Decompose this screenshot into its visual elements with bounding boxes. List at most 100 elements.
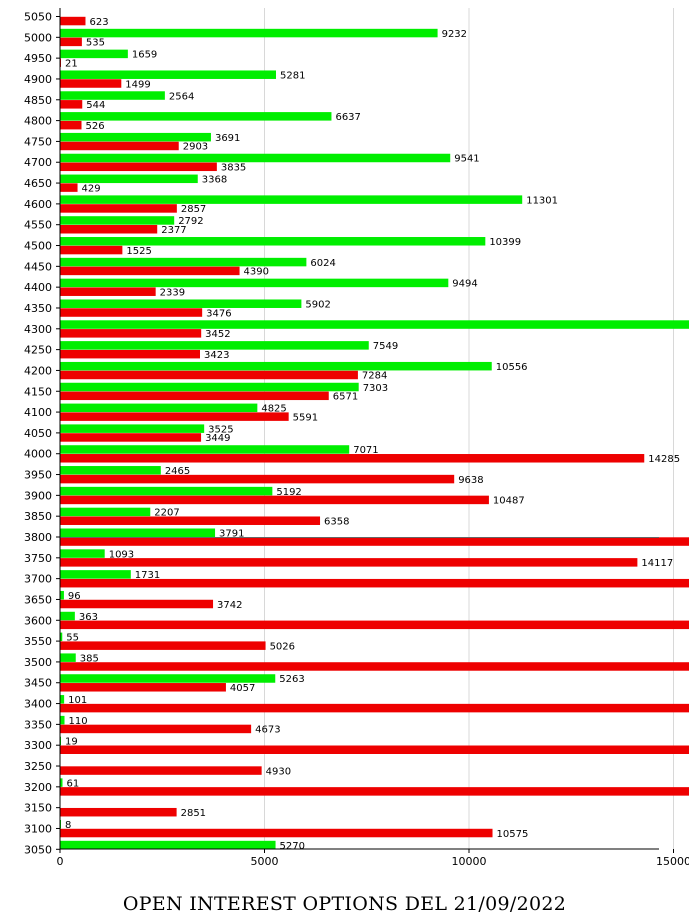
value-label-3400-s0: 101: [68, 695, 87, 706]
y-axis: 5050 5000 4950 4900 4850 4800 4750 4700 4650 4600…: [24, 8, 61, 856]
bar-3700-s1: [60, 578, 689, 588]
value-label-4300-s1: 3452: [205, 329, 230, 340]
bar-4100-s1: [60, 412, 289, 421]
x-tick-label-0: 0: [57, 855, 64, 868]
bar-4450-s1: [60, 266, 240, 276]
value-label-5000-s0: 9232: [442, 29, 467, 40]
bar-4200-s1: [60, 370, 358, 380]
bar-4300-s1: [60, 329, 202, 338]
y-tick-label-3050: 3050: [24, 843, 52, 856]
bar-5000-s0: [60, 28, 438, 38]
value-label-3750-s1: 14117: [641, 558, 673, 569]
bar-3750-s1: [60, 558, 638, 567]
value-label-3500-s0: 385: [80, 653, 99, 664]
bar-3400-s1: [60, 703, 689, 713]
value-label-4800-s0: 6637: [335, 112, 360, 123]
bar-3400-s0: [60, 695, 65, 704]
y-tick-label-3700: 3700: [24, 573, 52, 586]
y-tick-label-4550: 4550: [24, 219, 52, 232]
y-tick-label-4600: 4600: [24, 198, 52, 211]
value-label-4450-s0: 6024: [310, 258, 335, 269]
bar-3200-s1: [60, 787, 689, 796]
value-label-3550-s1: 5026: [270, 641, 295, 652]
value-label-3350-s0: 110: [68, 716, 87, 727]
bar-4250-s0: [60, 341, 369, 350]
bar-3250-s1: [60, 766, 262, 775]
bar-4900-s1: [60, 79, 122, 88]
value-label-4600-s1: 2857: [181, 204, 206, 215]
bar-3450-s0: [60, 674, 276, 683]
y-tick-label-4500: 4500: [24, 240, 52, 253]
value-label-3750-s0: 1093: [109, 549, 134, 560]
value-label-3300-s0: 19: [65, 737, 78, 748]
value-label-4250-s1: 3423: [204, 350, 229, 361]
x-tick-label-5000: 5000: [251, 855, 279, 868]
bar-3450-s1: [60, 683, 226, 692]
bar-4350-s0: [60, 299, 302, 308]
value-label-3800-s0: 3791: [219, 529, 244, 540]
value-label-4400-s1: 2339: [160, 287, 185, 298]
x-axis: 0500010000150002000025000: [57, 848, 689, 868]
value-label-4200-s0: 10556: [496, 362, 528, 373]
y-tick-label-3750: 3750: [24, 552, 52, 565]
y-tick-label-3600: 3600: [24, 614, 52, 627]
value-label-3850-s1: 6358: [324, 516, 349, 527]
bars: [60, 16, 689, 850]
bar-3900-s0: [60, 486, 273, 496]
bar-4150-s1: [60, 391, 329, 401]
value-label-4100-s0: 4825: [261, 404, 286, 415]
y-tick-label-4850: 4850: [24, 94, 52, 107]
x-tick-label-15000: 15000: [656, 855, 689, 868]
value-label-4600-s0: 11301: [526, 195, 558, 206]
y-tick-label-4250: 4250: [24, 344, 52, 357]
value-label-3350-s1: 4673: [255, 725, 280, 736]
bar-3750-s0: [60, 549, 105, 558]
bar-3800-s1: [60, 537, 689, 546]
bar-3550-s1: [60, 641, 266, 650]
bar-3850-s0: [60, 507, 151, 517]
bar-4700-s0: [60, 153, 451, 163]
value-label-4000-s0: 7071: [353, 445, 378, 456]
value-label-4050-s0: 3525: [208, 424, 233, 435]
value-label-4800-s1: 526: [86, 121, 105, 132]
value-label-4150-s0: 7303: [363, 383, 388, 394]
y-tick-label-4200: 4200: [24, 364, 52, 377]
bar-4600-s0: [60, 195, 523, 204]
bar-4900-s0: [60, 70, 276, 79]
bar-3600-s0: [60, 611, 75, 621]
bar-3950-s1: [60, 474, 455, 484]
y-tick-label-4700: 4700: [24, 156, 52, 169]
value-label-3600-s0: 363: [79, 612, 98, 623]
y-tick-label-4350: 4350: [24, 302, 52, 315]
value-label-3900-s0: 5192: [276, 487, 301, 498]
y-tick-label-4650: 4650: [24, 177, 52, 190]
value-label-3100-s0: 8: [65, 820, 71, 831]
bar-3300-s1: [60, 745, 689, 754]
y-tick-label-5000: 5000: [24, 31, 52, 44]
y-tick-label-4750: 4750: [24, 135, 52, 148]
value-label-3950-s0: 2465: [165, 466, 190, 477]
y-tick-label-4000: 4000: [24, 448, 52, 461]
y-tick-label-3450: 3450: [24, 677, 52, 690]
bar-3500-s1: [60, 662, 689, 671]
value-label-3200-s0: 61: [66, 778, 79, 789]
y-tick-label-3800: 3800: [24, 531, 52, 544]
bar-4000-s1: [60, 454, 645, 463]
y-tick-label-4150: 4150: [24, 385, 52, 398]
bar-3650-s1: [60, 599, 214, 609]
bar-3350-s1: [60, 724, 252, 734]
value-label-3650-s1: 3742: [217, 600, 242, 611]
value-label-3700-s0: 1731: [135, 570, 160, 581]
y-tick-label-4300: 4300: [24, 323, 52, 336]
value-label-3650-s0: 96: [68, 591, 81, 602]
bar-4450-s0: [60, 257, 307, 267]
bar-3800-s0: [60, 528, 216, 537]
value-label-3900-s1: 10487: [493, 496, 525, 507]
y-tick-label-4100: 4100: [24, 406, 52, 419]
bar-4150-s0: [60, 382, 359, 392]
chart-title: OPEN INTEREST OPTIONS DEL 21/09/2022: [122, 893, 567, 915]
grid-lines: [264, 8, 674, 849]
bar-4300-s0: [60, 320, 689, 329]
bar-4200-s0: [60, 361, 492, 371]
